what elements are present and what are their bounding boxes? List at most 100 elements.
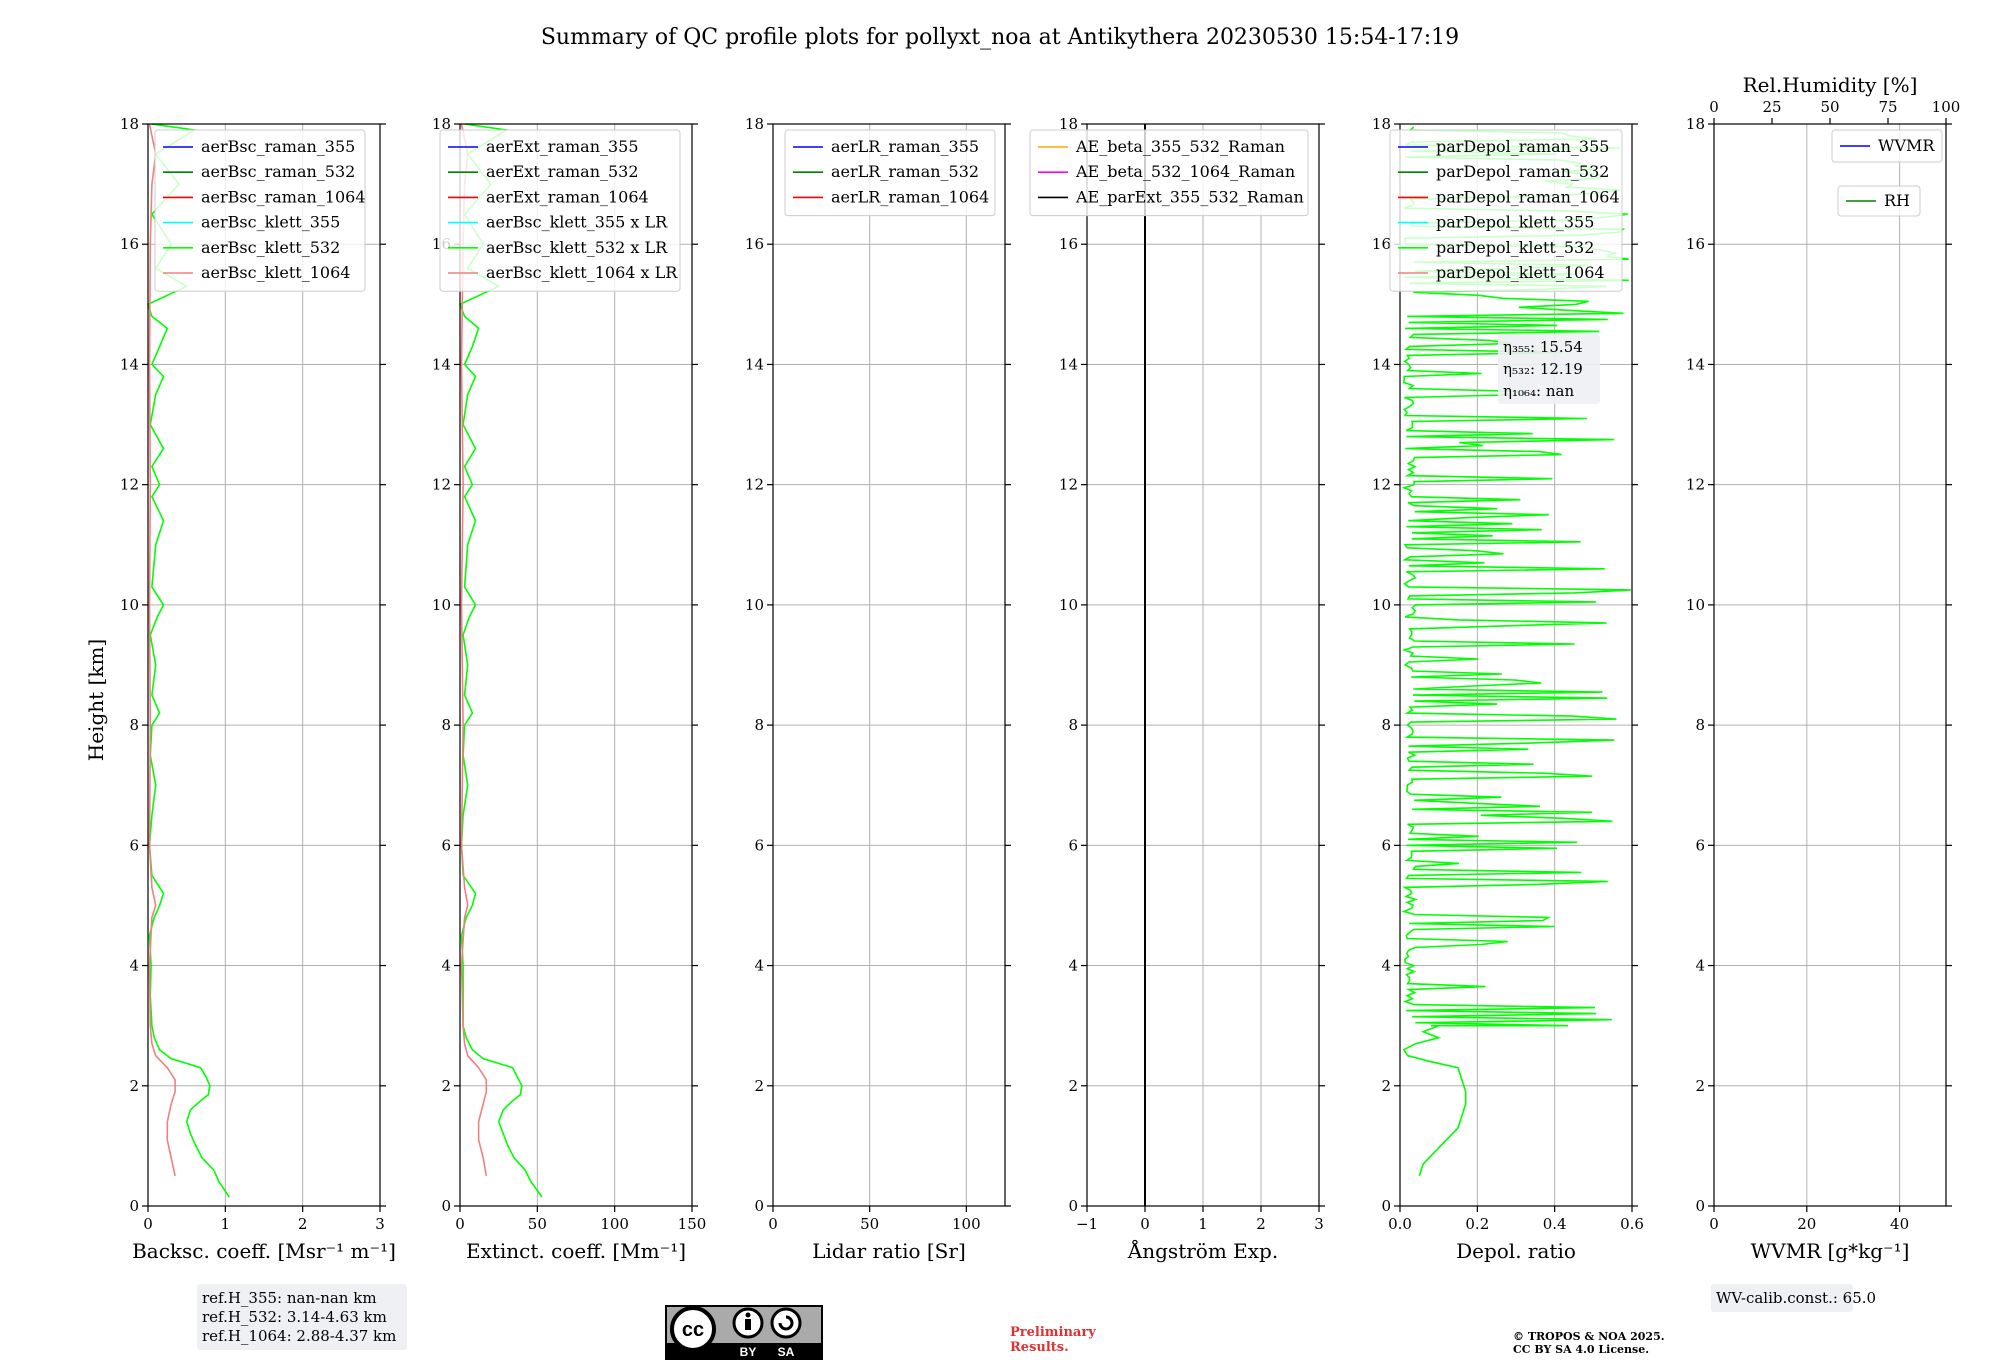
ytick-label-bsc: 2 (129, 1077, 139, 1095)
legend-label-aerLR_raman_1064: aerLR_raman_1064 (831, 187, 989, 206)
cc-icon-text: cc (682, 1319, 704, 1341)
legend-label-AE_beta_355_532_Raman: AE_beta_355_532_Raman (1075, 137, 1285, 156)
xtick-label-ext: 100 (600, 1215, 629, 1233)
legend-label-parDepol_raman_355: parDepol_raman_355 (1436, 137, 1609, 156)
ytick-label-ext: 2 (441, 1077, 451, 1095)
ytick-label-lr: 2 (754, 1077, 764, 1095)
legend-label-aerLR_raman_532: aerLR_raman_532 (831, 162, 979, 181)
xtick-label-depol: 0.6 (1620, 1215, 1644, 1233)
ytick-label-ae: 16 (1059, 235, 1078, 253)
series-aerBsc_klett_532 (147, 123, 230, 1198)
ref-heights-bg (197, 1284, 407, 1350)
axes-frame-bsc (147, 123, 381, 1207)
depol-annotation-line: η₅₃₂: 12.19 (1503, 360, 1583, 378)
figure-title: Summary of QC profile plots for pollyxt_… (541, 25, 1459, 50)
axes-frame-lr (772, 123, 1006, 1207)
ytick-label-lr: 18 (745, 115, 764, 133)
legend-lr: aerLR_raman_355 aerLR_raman_532 aerLR_rama… (784, 129, 996, 217)
by-text: BY (740, 1345, 757, 1359)
ytick-label-bsc: 12 (120, 476, 139, 494)
ytick-label-wv: 14 (1686, 355, 1705, 373)
axes-frame-depol (1399, 123, 1633, 1207)
panel-ext: 024681012141618050100150Extinct. coeff. … (432, 115, 706, 1263)
xtick-label-ext: 150 (678, 1215, 707, 1233)
ytick-label-lr: 12 (745, 476, 764, 494)
x-axis-label-lr: Lidar ratio [Sr] (812, 1239, 966, 1263)
ytick-label-depol: 0 (1381, 1197, 1391, 1215)
ytick-label-wv: 0 (1695, 1197, 1705, 1215)
ytick-label-lr: 8 (754, 716, 764, 734)
x-axis-label-ext: Extinct. coeff. [Mm⁻¹] (466, 1239, 686, 1263)
ytick-label-depol: 16 (1372, 235, 1391, 253)
ytick-label-depol: 6 (1381, 836, 1391, 854)
preliminary-line1: Preliminary (1010, 1325, 1096, 1340)
ytick-label-lr: 10 (745, 596, 764, 614)
top-xtick-label-wv: 25 (1762, 98, 1781, 116)
legend-label-aerBsc_klett_355 x LR: aerBsc_klett_355 x LR (486, 213, 668, 232)
axes-frame-ext (459, 123, 693, 1207)
xtick-label-lr: 100 (952, 1215, 981, 1233)
panel-lr: 0 2 4 6 8 10 12 14 16 18 0 50 100 Lidar ratio [Sr] aer… (745, 115, 1011, 1263)
legend-label-aerBsc_raman_355: aerBsc_raman_355 (201, 137, 355, 156)
ytick-label-bsc: 6 (129, 836, 139, 854)
legend-box-wv-1 (1837, 185, 1921, 217)
series-aerBsc_klett_1064 x LR (460, 123, 488, 1177)
xtick-label-depol: 0.2 (1465, 1215, 1489, 1233)
copyright-line1: © TROPOS & NOA 2025. (1513, 1330, 1665, 1343)
ytick-label-ext: 6 (441, 836, 451, 854)
cc-icon (670, 1306, 716, 1352)
ytick-label-depol: 18 (1372, 115, 1391, 133)
top-axis-label-wv: Rel.Humidity [%] (1743, 73, 1918, 97)
ytick-label-ae: 0 (1068, 1197, 1078, 1215)
ytick-label-wv: 16 (1686, 235, 1705, 253)
xtick-label-wv: 20 (1797, 1215, 1816, 1233)
xtick-label-bsc: 0 (143, 1215, 153, 1233)
ytick-label-ae: 18 (1059, 115, 1078, 133)
ytick-label-ext: 8 (441, 716, 451, 734)
copyright-line2: CC BY SA 4.0 License. (1513, 1343, 1649, 1356)
legend-label-AE_beta_532_1064_Raman: AE_beta_532_1064_Raman (1075, 162, 1295, 181)
sa-text: SA (778, 1345, 795, 1359)
top-xtick-label-wv: 100 (1932, 98, 1961, 116)
ytick-label-bsc: 16 (120, 235, 139, 253)
ytick-label-wv: 6 (1695, 836, 1705, 854)
wv-calib-bg (1711, 1284, 1853, 1312)
ytick-label-ae: 12 (1059, 476, 1078, 494)
xtick-label-ext: 50 (528, 1215, 547, 1233)
legend-label-aerBsc_klett_532: aerBsc_klett_532 (201, 238, 340, 257)
legend-label-aerBsc_klett_532 x LR: aerBsc_klett_532 x LR (486, 238, 668, 257)
top-xtick-label-wv: 0 (1709, 98, 1719, 116)
wv-calib-const: WV-calib.const.: 65.0 (1716, 1289, 1876, 1307)
ytick-label-wv: 10 (1686, 596, 1705, 614)
legend-label-WVMR: WVMR (1878, 136, 1935, 155)
xtick-label-wv: 0 (1709, 1215, 1719, 1233)
preliminary-line2: Results. (1010, 1340, 1069, 1355)
depol-annotation-bg (1498, 334, 1600, 404)
ytick-label-ae: 6 (1068, 836, 1078, 854)
ytick-label-bsc: 4 (129, 957, 139, 975)
xtick-label-bsc: 3 (375, 1215, 385, 1233)
ytick-label-lr: 0 (754, 1197, 764, 1215)
legend-label-aerExt_raman_355: aerExt_raman_355 (486, 137, 639, 156)
depol-annotation-line: η₃₅₅: 15.54 (1503, 338, 1583, 356)
ref-height-1064: ref.H_1064: 2.88-4.37 km (202, 1327, 396, 1345)
ytick-label-wv: 8 (1695, 716, 1705, 734)
ytick-label-bsc: 0 (129, 1197, 139, 1215)
by-person-body (745, 1319, 751, 1330)
legend-label-aerBsc_raman_532: aerBsc_raman_532 (201, 162, 355, 181)
ytick-label-lr: 16 (745, 235, 764, 253)
ytick-label-depol: 14 (1372, 355, 1391, 373)
legend-label-parDepol_raman_532: parDepol_raman_532 (1436, 162, 1609, 181)
legend-box-ext (439, 129, 681, 292)
xtick-label-ae: −1 (1076, 1215, 1098, 1233)
legend-label-parDepol_raman_1064: parDepol_raman_1064 (1436, 187, 1620, 206)
legend-label-parDepol_klett_532: parDepol_klett_532 (1436, 238, 1594, 257)
xtick-label-ext: 0 (455, 1215, 465, 1233)
ytick-label-lr: 6 (754, 836, 764, 854)
by-person-head (745, 1312, 751, 1318)
ytick-label-lr: 4 (754, 957, 764, 975)
xtick-label-depol: 0.0 (1388, 1215, 1412, 1233)
axes-frame-wv (1713, 123, 1947, 1207)
